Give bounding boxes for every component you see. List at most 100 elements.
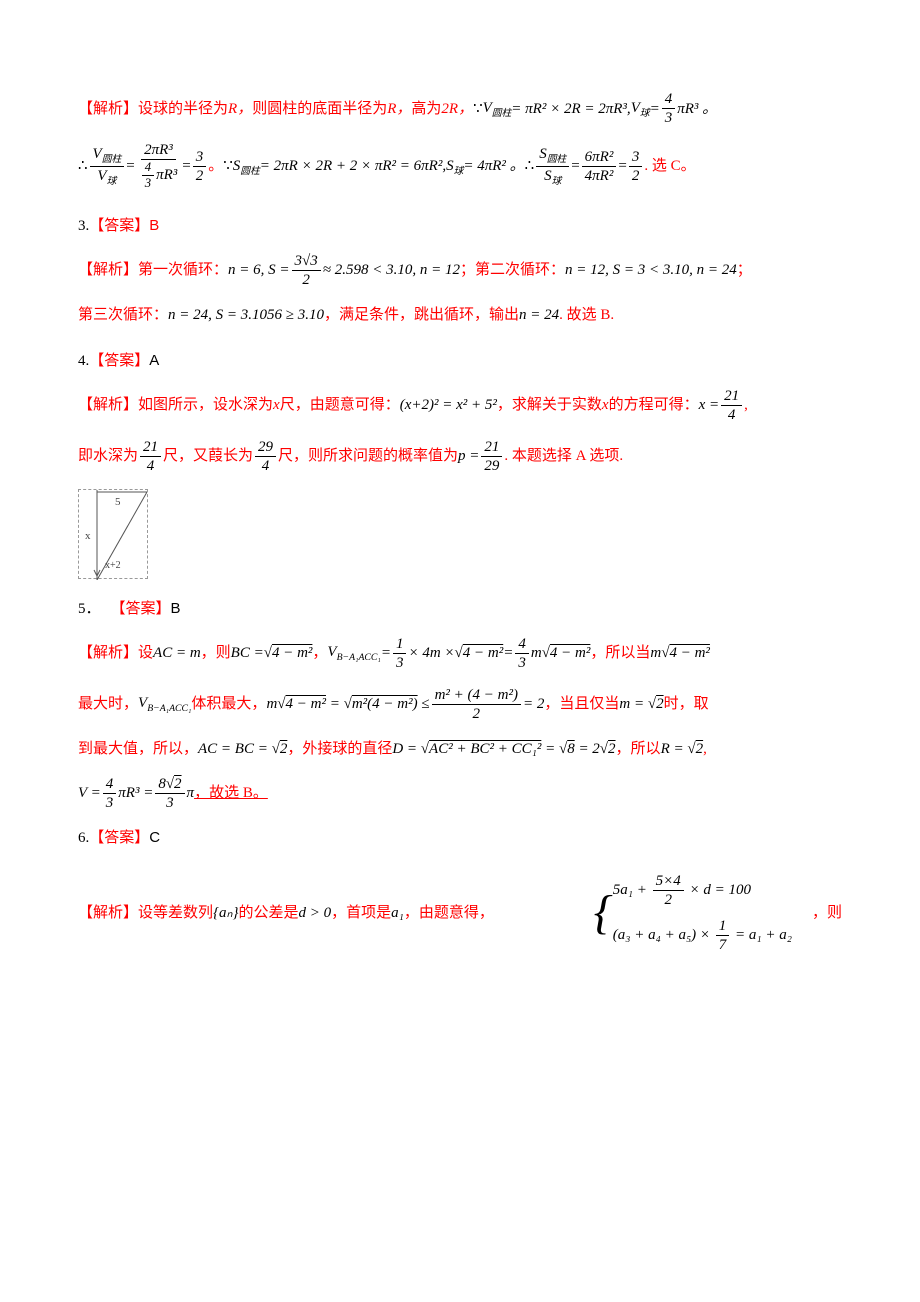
text: 的公差是: [239, 901, 299, 925]
eq1: 5a₁ + 5×4 2 × d = 100: [613, 872, 792, 909]
q6-analysis: 【解析】 设等差数列 {aₙ} 的公差是 d > 0 ，首项是 a₁ ，由题意得…: [78, 872, 842, 954]
frac: 8√2 3: [155, 775, 184, 812]
then: ，则: [812, 901, 842, 925]
text: 尺，又葭长为: [163, 444, 253, 468]
eq: x =: [699, 393, 720, 417]
analysis-label: 【解析】: [78, 258, 138, 282]
q3-analysis-line1: 【解析】 第一次循环： n = 6, S = 3√3 2 ≈ 2.598 < 3…: [78, 252, 842, 289]
q5-analysis-line3: 到最大值，所以， AC = BC = √2 ，外接球的直径 D = √AC² +…: [78, 737, 842, 761]
eq: d > 0: [299, 901, 332, 925]
frac: 21 4: [721, 387, 742, 424]
eq: =: [650, 97, 660, 121]
period: 。: [208, 154, 223, 178]
sqrt: √4 − m²: [455, 641, 504, 665]
text: ，外接球的直径: [287, 737, 392, 761]
because: ∵: [223, 154, 233, 178]
num: 8√2: [155, 775, 184, 794]
conclusion: . 本题选择 A 选项.: [504, 444, 623, 468]
sqrt: √4 − m²: [542, 641, 591, 665]
num: 6πR²: [582, 148, 617, 167]
frac: 21 4: [140, 438, 161, 475]
q3-answer: 3. 【答案】 B: [78, 214, 842, 238]
eq: R = √2: [661, 737, 704, 761]
v-label: V圆柱: [483, 96, 512, 122]
text: ，满足条件，跳出循环，输出: [324, 303, 519, 327]
because: ∵: [473, 97, 483, 121]
eq: =: [182, 154, 190, 178]
den: 29: [481, 457, 502, 475]
eq: D = √AC² + BC² + CC₁² = √8 = 2√2: [392, 737, 615, 761]
answer: A: [149, 349, 159, 373]
v-label: VB−A₁ACC₁: [138, 691, 191, 717]
text: 高为: [411, 97, 441, 121]
num: 4: [103, 775, 117, 794]
eq: (x+2)² = x² + 5²: [400, 393, 497, 417]
frac: 4 3: [515, 635, 529, 672]
frac: 3√3 2: [292, 252, 321, 289]
sqrt: √4 − m²: [264, 641, 313, 665]
text: 设等差数列: [138, 901, 213, 925]
num: 21: [481, 438, 502, 457]
num: 21: [140, 438, 161, 457]
s-label: S圆柱: [233, 154, 260, 180]
q2-analysis-line1: 【解析】 设球的半径为 R， 则圆柱的底面半径为 R， 高为 2R， ∵ V圆柱…: [78, 90, 842, 127]
frac: 6πR² 4πR²: [582, 148, 617, 185]
num: 4: [662, 90, 676, 109]
den: 3: [515, 654, 529, 672]
eq: = 2πR × 2R + 2 × πR² = 6πR²,: [260, 154, 446, 178]
suffix: πR³ 。: [677, 97, 717, 121]
analysis-label: 【解析】: [78, 97, 138, 121]
den: V球: [94, 167, 119, 188]
var: R，: [228, 97, 252, 121]
den: 2: [629, 167, 643, 185]
q5-answer: 5． 【答案】 B: [78, 597, 842, 621]
sep: ；: [460, 258, 475, 282]
text: ，所以: [616, 737, 661, 761]
text: ，由题意得，: [404, 901, 494, 925]
answer-label: 【答案】: [89, 349, 149, 373]
q4-analysis-line1: 【解析】 如图所示，设水深为 x 尺，由题意可得： (x+2)² = x² + …: [78, 387, 842, 424]
number: 6.: [78, 826, 89, 850]
label-x: x: [85, 528, 91, 546]
q6-answer: 6. 【答案】 C: [78, 826, 842, 850]
ratio-v: V圆柱 V球: [90, 145, 125, 187]
eq: = πR² × 2R = 2πR³,: [511, 97, 630, 121]
den: 3: [662, 109, 676, 127]
text: 第三次循环：: [78, 303, 168, 327]
den: 4: [144, 457, 158, 475]
frac: 21 29: [481, 438, 502, 475]
frac: 3 2: [193, 148, 207, 185]
answer-label: 【答案】: [89, 826, 149, 850]
answer: B: [171, 597, 181, 621]
eq: m = √2: [619, 692, 663, 716]
number: 4.: [78, 349, 89, 373]
den: 3: [163, 794, 177, 812]
answer: B: [149, 214, 159, 238]
num: 29: [255, 438, 276, 457]
q5-analysis-line1: 【解析】 设 AC = m ，则 BC = √4 − m² ， VB−A₁ACC…: [78, 635, 842, 672]
text: 尺，则所求问题的概率值为: [278, 444, 458, 468]
num: 4: [515, 635, 529, 654]
analysis-label: 【解析】: [78, 393, 138, 417]
mid: πR³ =: [118, 781, 153, 805]
sub: 球: [640, 108, 650, 119]
v-label: VB−A₁ACC₁: [327, 640, 380, 666]
eq: a₁: [391, 901, 404, 925]
den: S球: [541, 167, 564, 188]
den: 2: [299, 271, 313, 289]
answer: C: [149, 826, 160, 850]
text: ，求解关于实数: [497, 393, 602, 417]
den: 4: [259, 457, 273, 475]
text: 尺，由题意可得：: [280, 393, 400, 417]
select: . 选 C。: [644, 154, 695, 178]
answer-label: 【答案】: [89, 214, 149, 238]
text: ，所以当: [590, 641, 650, 665]
text: ，则: [201, 641, 231, 665]
num: 1: [393, 635, 407, 654]
var: x: [602, 393, 609, 417]
expr: m√4 − m² = √m²(4 − m²) ≤: [266, 692, 429, 716]
num: S圆柱: [536, 145, 569, 167]
text: 第一次循环：: [138, 258, 228, 282]
q3-analysis-line2: 第三次循环： n = 24, S = 3.1056 ≥ 3.10 ，满足条件，跳…: [78, 303, 842, 327]
text: 最大时，: [78, 692, 138, 716]
